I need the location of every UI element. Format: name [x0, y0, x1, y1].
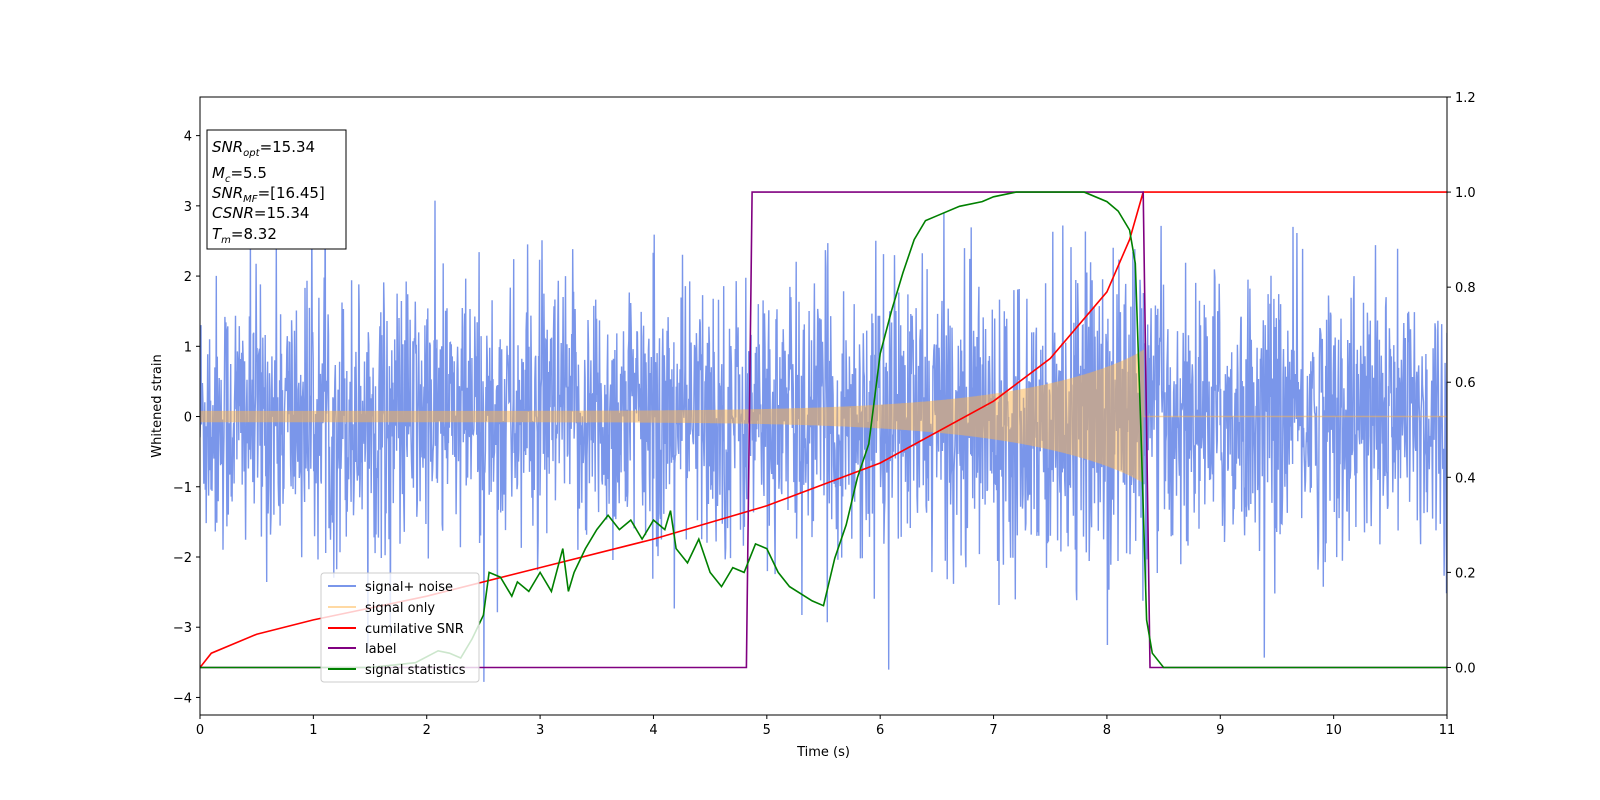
- y-tick-label: −1: [173, 481, 192, 496]
- x-tick-label: 2: [423, 723, 431, 738]
- x-tick-label: 8: [1103, 723, 1111, 738]
- series-signal-only: [200, 349, 1447, 483]
- x-tick-label: 1: [309, 723, 317, 738]
- annotation-frame: [206, 129, 347, 250]
- y-tick-label: 0: [184, 411, 192, 426]
- legend-entry: signal+ noise: [365, 580, 453, 595]
- y2-tick-label: 0.6: [1455, 376, 1476, 391]
- y-axis-label: Whitened strain: [150, 354, 165, 457]
- x-tick-label: 6: [876, 723, 884, 738]
- legend-entry: signal only: [365, 601, 435, 616]
- annotation-line: SNRMF=[16.45]: [212, 184, 325, 205]
- y2-tick-label: 0.8: [1455, 281, 1476, 296]
- plot-frame: [199, 96, 1448, 716]
- y-tick-label: 2: [184, 270, 192, 285]
- annotation-line: CSNR=15.34: [212, 204, 309, 222]
- x-tick-label: 11: [1439, 723, 1456, 738]
- y-tick-label: −2: [173, 551, 192, 566]
- annotation-line: Tm=8.32: [212, 225, 277, 246]
- x-tick-label: 0: [196, 723, 204, 738]
- annotation-line: Mc=5.5: [212, 164, 267, 185]
- y-tick-label: −3: [173, 621, 192, 636]
- y-tick-label: −4: [173, 691, 192, 706]
- x-tick-label: 7: [989, 723, 997, 738]
- series-signal-statistics: [200, 191, 1447, 669]
- y2-tick-label: 0.4: [1455, 471, 1476, 486]
- annotation-line: SNRopt=15.34: [212, 138, 315, 159]
- x-tick-label: 3: [536, 723, 544, 738]
- axes-layer: 0 1 2 3 4 5 6 7 8 9 10 11 −4 −3 −2 −1 0 1 2 3 4 0.0 0.2 0.4 0.6 0…: [173, 91, 1476, 738]
- legend-entry: signal statistics: [365, 663, 466, 678]
- x-tick-label: 4: [649, 723, 657, 738]
- y2-tick-label: 1.0: [1455, 186, 1476, 201]
- legend-frame: [320, 572, 480, 683]
- legend-entry: label: [365, 642, 396, 657]
- legend: signal+ noise signal only cumilative SNR la…: [320, 572, 480, 683]
- plot-series-layer: [200, 166, 1447, 682]
- x-axis-label: Time (s): [796, 745, 850, 760]
- x-tick-label: 9: [1216, 723, 1224, 738]
- y-tick-label: 1: [184, 340, 192, 355]
- y2-tick-label: 1.2: [1455, 91, 1476, 106]
- x-tick-label: 5: [763, 723, 771, 738]
- series-cumulative-snr: [200, 191, 1447, 668]
- legend-entry: cumilative SNR: [365, 622, 464, 637]
- y2-tick-label: 0.2: [1455, 566, 1476, 581]
- x-tick-label: 10: [1325, 723, 1342, 738]
- y-tick-label: 4: [184, 130, 192, 145]
- y2-tick-label: 0.0: [1455, 661, 1476, 676]
- annotation-box: SNRopt=15.34 Mc=5.5SNRMF=[16.45]CSNR=15.3…: [206, 129, 347, 250]
- y-tick-label: 3: [184, 200, 192, 215]
